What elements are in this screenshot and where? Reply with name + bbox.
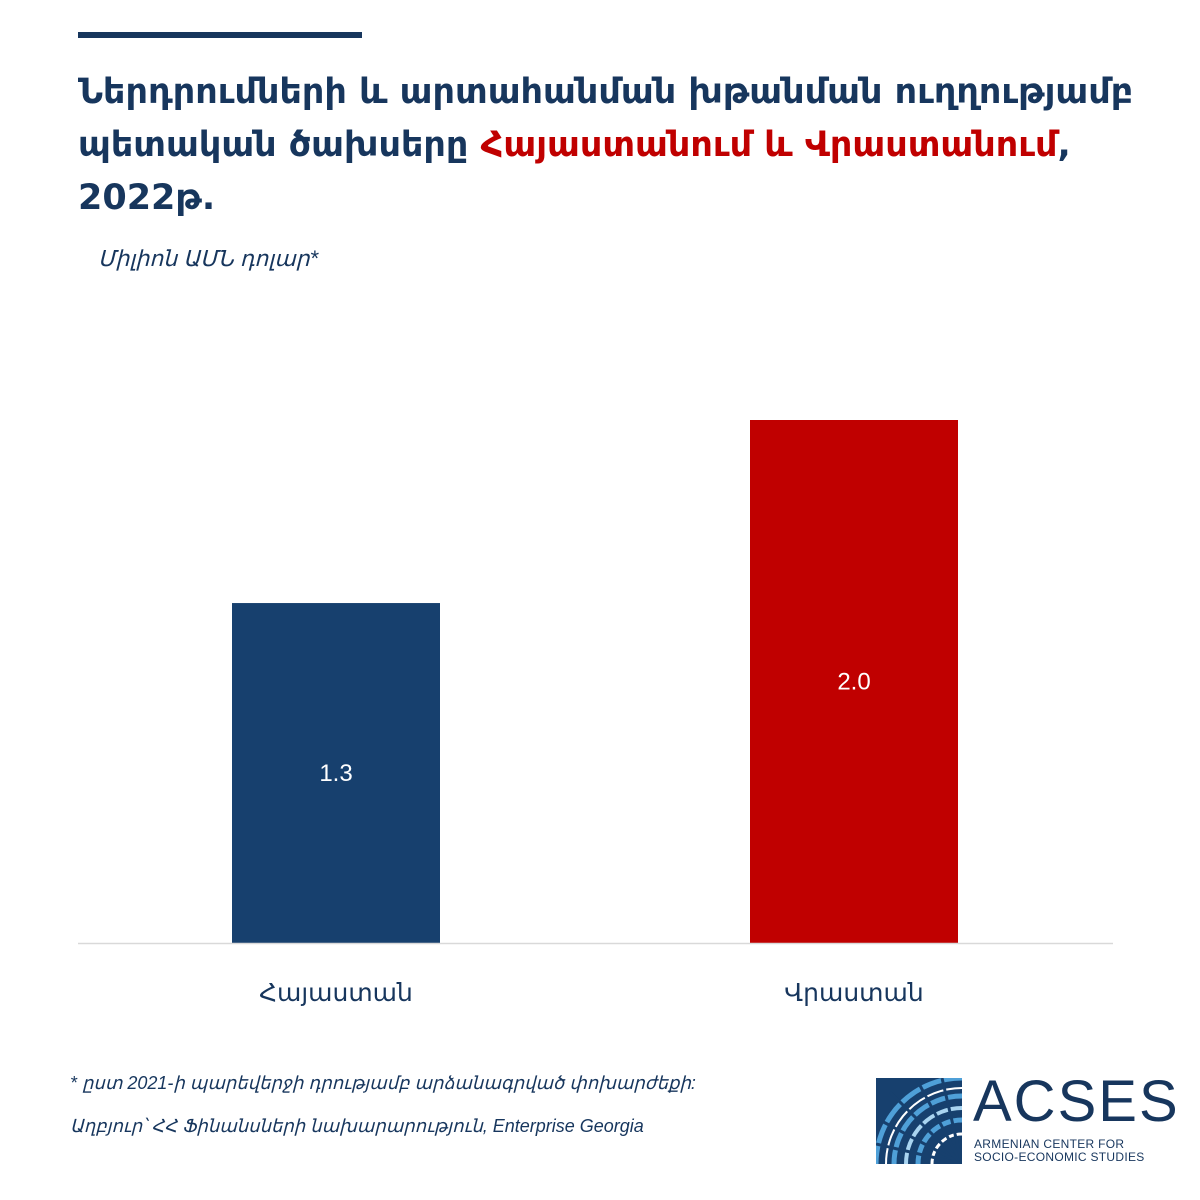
- title-highlight: Հայաստանում և Վրաստանում: [480, 125, 1058, 165]
- logo-emblem-icon: [876, 1078, 962, 1164]
- bar-2: [750, 420, 958, 943]
- data-label-2: 2.0: [837, 669, 870, 696]
- top-accent-rule: [78, 32, 362, 38]
- title-text: Ներդրումների և արտահանման խթանման ուղղու…: [78, 72, 1134, 165]
- source-note: Աղբյուր՝ ՀՀ Ֆինանսների նախարարություն, E…: [70, 1116, 644, 1136]
- title-year: , 2022թ.: [78, 125, 1071, 218]
- logo-subtitle: ARMENIAN CENTER FOR SOCIO-ECONOMIC STUDI…: [974, 1138, 1174, 1164]
- data-label-1: 1.3: [319, 760, 352, 787]
- logo-subtitle-line-2: SOCIO-ECONOMIC STUDIES: [974, 1150, 1145, 1164]
- chart-title: Ներդրումների և արտահանման խթանման ուղղու…: [78, 66, 1138, 225]
- logo-wordmark: ACSES: [973, 1069, 1180, 1134]
- category-label-2: Վրաստան: [784, 978, 923, 1007]
- logo-subtitle-line-1: ARMENIAN CENTER FOR: [974, 1137, 1125, 1151]
- category-label-1: Հայաստան: [259, 978, 413, 1007]
- unit-label: Միլիոն ԱՄՆ դոլար*: [98, 246, 319, 271]
- acses-logo: ACSES ARMENIAN CENTER FOR SOCIO-ECONOMIC…: [876, 1069, 1178, 1168]
- bar-1: [232, 603, 440, 943]
- footnote: * ըստ 2021-ի պարեվերջի դրությամբ արձանագ…: [70, 1073, 696, 1093]
